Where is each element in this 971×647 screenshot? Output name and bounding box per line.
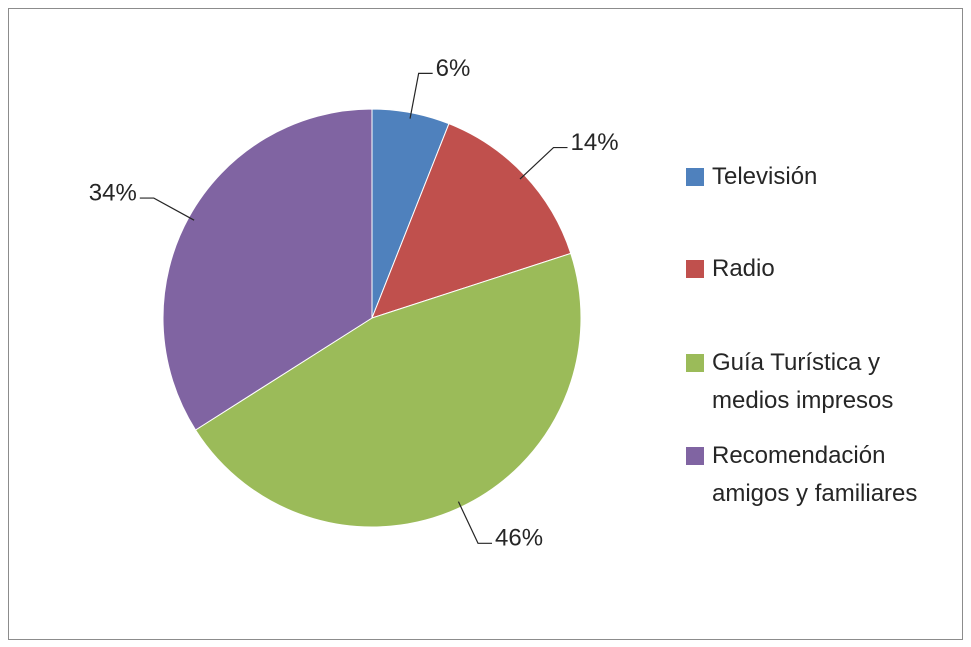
leader-line (519, 146, 568, 180)
leader-line (409, 72, 433, 119)
legend-label: Radio (712, 255, 775, 282)
legend-item: Guía Turística y medios impresos (686, 344, 962, 420)
legend-item: Recomendación amigos y familiares (686, 437, 962, 513)
leader-line (139, 197, 195, 221)
legend-item: Televisión (686, 158, 962, 196)
leader-line (457, 501, 493, 544)
legend-swatch (686, 168, 704, 186)
legend-label: Recomendación amigos y familiares (712, 442, 918, 507)
data-label: 34% (89, 179, 137, 206)
data-label: 6% (436, 55, 471, 82)
data-label: 14% (571, 129, 619, 156)
legend-swatch (686, 260, 704, 278)
legend-label: Guía Turística y medios impresos (712, 349, 894, 414)
data-label: 46% (495, 525, 543, 552)
legend-label: Televisión (712, 163, 818, 190)
legend-item: Radio (686, 250, 962, 288)
legend-swatch (686, 447, 704, 465)
legend-swatch (686, 354, 704, 372)
